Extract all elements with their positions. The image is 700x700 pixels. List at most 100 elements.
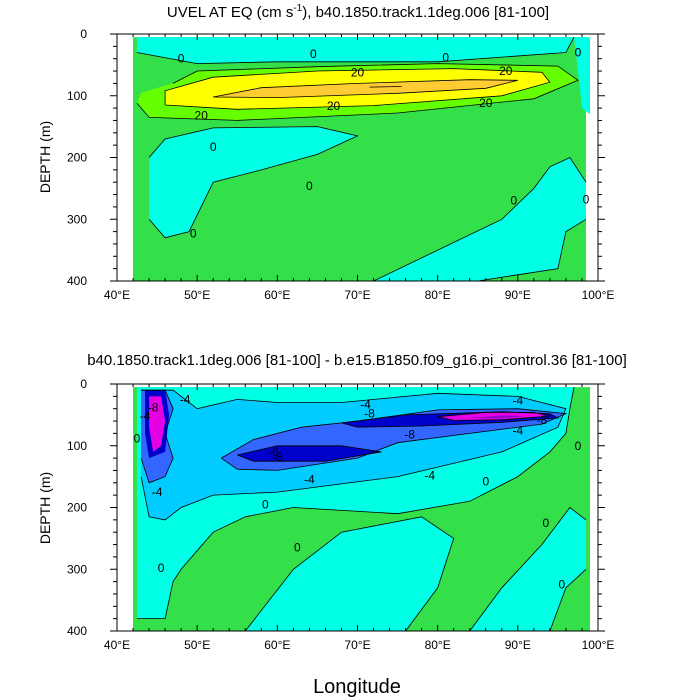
y-tick-label: 400 <box>67 274 87 288</box>
contour-fill-region-5 <box>213 79 518 98</box>
contour-line-5 <box>437 411 550 421</box>
contour-line-0 <box>137 387 575 619</box>
contour-fill-region-12 <box>469 415 526 419</box>
x-tick-label: 40°E <box>104 638 130 652</box>
contour-label-9: -8 <box>404 428 415 442</box>
contour-line-3 <box>341 411 560 428</box>
x-tick-label: 50°E <box>184 638 210 652</box>
bottom-filled-contours <box>133 387 598 631</box>
x-tick-label: 40°E <box>104 288 130 302</box>
x-axis-label: Longitude <box>313 676 401 698</box>
contour-line-4 <box>237 445 382 462</box>
contour-label-2: 0 <box>442 51 449 65</box>
y-tick-label: 400 <box>67 624 87 638</box>
contour-label-13: 0 <box>583 193 590 207</box>
contour-line-7 <box>373 156 587 282</box>
contour-label-18: 0 <box>294 541 301 555</box>
y-tick-label: 0 <box>80 27 87 41</box>
y-tick-label: 300 <box>67 562 87 576</box>
contour-label-5: 20 <box>499 64 513 78</box>
x-tick-label: 50°E <box>184 288 210 302</box>
contour-line-0 <box>136 36 575 65</box>
top-contour-lines <box>136 36 587 282</box>
top-title: UVEL AT EQ (cm s-1), b40.1850.track1.1de… <box>167 3 549 21</box>
y-tick-label: 100 <box>67 439 87 453</box>
x-tick-label: 100°E <box>582 638 615 652</box>
contour-label-5: -4 <box>360 397 371 411</box>
contour-fill-region-11 <box>149 396 166 452</box>
contour-line-4 <box>369 86 402 88</box>
x-tick-label: 70°E <box>344 638 370 652</box>
x-tick-label: 80°E <box>425 638 451 652</box>
y-tick-label: 0 <box>80 377 87 391</box>
contour-line-2 <box>220 408 568 471</box>
contour-fill-region-6 <box>149 126 358 238</box>
contour-label-16: 0 <box>482 475 489 489</box>
contour-label-4: 20 <box>351 65 365 79</box>
y-tick-label: 200 <box>67 501 87 515</box>
contour-fill-region-1 <box>137 37 574 64</box>
contour-label-13: -4 <box>304 473 315 487</box>
contour-label-12: -6 <box>268 445 279 459</box>
contour-label-1: -8 <box>148 401 159 415</box>
contour-label-12: 0 <box>510 194 517 208</box>
top-contour-labels: 0 0 0 0 20 20 20 20 20 0 0 0 0 0 <box>178 46 590 241</box>
x-tick-label: 90°E <box>505 638 531 652</box>
contour-label-3: 0 <box>575 46 582 60</box>
contour-label-7: 20 <box>327 99 341 113</box>
contour-label-6: 20 <box>195 109 209 123</box>
bottom-axis-ticks: 40°E 50°E 60°E 70°E 80°E 90°E 100°E 0 100 200 300 4… <box>67 377 614 652</box>
contour-fill-region-3 <box>469 507 586 631</box>
contour-line-5 <box>148 126 359 239</box>
contour-line-1 <box>140 389 567 521</box>
contour-fill-region-8 <box>237 445 382 462</box>
x-tick-label: 90°E <box>505 288 531 302</box>
contour-fill-region-2 <box>245 516 454 631</box>
missing-data-region <box>590 600 598 631</box>
bottom-contour-lines <box>137 387 587 632</box>
contour-label-0: -4 <box>180 392 191 406</box>
y-tick-label: 100 <box>67 89 87 103</box>
contour-label-19: 0 <box>543 516 550 530</box>
contour-label-17: 0 <box>262 497 269 511</box>
contour-label-9: 0 <box>210 140 217 154</box>
bottom-panel: b40.1850.track1.1deg.006 [81-100] - b.e1… <box>37 352 627 698</box>
contour-line-6 <box>140 389 174 484</box>
contour-label-8: -8 <box>537 413 548 427</box>
x-tick-label: 70°E <box>344 288 370 302</box>
contour-label-3: 0 <box>134 431 141 445</box>
contour-label-4: -4 <box>152 485 163 499</box>
contour-line-7 <box>244 516 455 632</box>
contour-label-21: 0 <box>158 561 165 575</box>
contour-label-8: 20 <box>479 96 493 110</box>
contour-label-14: -4 <box>424 468 435 482</box>
x-tick-label: 100°E <box>582 288 615 302</box>
contour-label-0: 0 <box>178 52 185 66</box>
bottom-y-axis-label: DEPTH (m) <box>37 472 53 544</box>
top-filled-contours <box>133 37 598 281</box>
contour-label-11: -8 <box>272 450 283 464</box>
contour-label-2: -4 <box>140 409 151 423</box>
top-axis-ticks: 40°E 50°E 60°E 70°E 80°E 90°E 100°E01002003004… <box>67 27 614 302</box>
y-tick-label: 300 <box>67 212 87 226</box>
x-tick-label: 60°E <box>264 288 290 302</box>
contour-fill-region-7 <box>373 157 586 281</box>
contour-label-10: 0 <box>306 179 313 193</box>
top-panel: UVEL AT EQ (cm s-1), b40.1850.track1.1de… <box>37 3 614 302</box>
contour-line-8 <box>469 506 587 632</box>
missing-data-region <box>590 250 598 281</box>
bottom-title: b40.1850.track1.1deg.006 [81-100] - b.e1… <box>87 352 627 369</box>
top-plot-area: 0 0 0 0 20 20 20 20 20 0 0 0 0 0 40°E 50°E 60°E 70°E 80°E… <box>67 27 614 302</box>
contour-label-7: -8 <box>364 407 375 421</box>
contour-label-11: 0 <box>190 227 197 241</box>
contour-line-2 <box>164 68 551 110</box>
x-tick-label: 60°E <box>264 638 290 652</box>
contour-label-20: 0 <box>559 578 566 592</box>
contour-line-9 <box>549 569 587 632</box>
top-y-axis-label: DEPTH (m) <box>37 121 53 193</box>
contour-label-15: 0 <box>575 439 582 453</box>
x-tick-label: 80°E <box>425 288 451 302</box>
